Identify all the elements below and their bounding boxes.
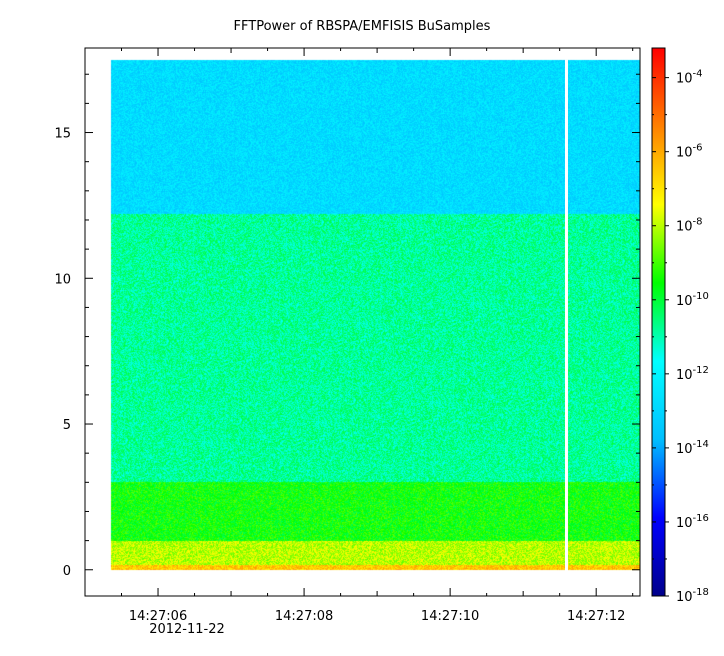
x-tick-label: 14:27:12 xyxy=(567,609,625,624)
colorbar-tick-label: 10-12 xyxy=(676,365,709,383)
y-tick-label: 0 xyxy=(63,564,71,579)
y-tick-label: 15 xyxy=(54,127,71,142)
colorbar-gradient xyxy=(651,47,666,597)
x-tick-label: 14:27:08 xyxy=(275,609,333,624)
x-date-label: 2012-11-22 xyxy=(149,622,225,637)
y-axis: 0 5 10 15 xyxy=(54,73,640,579)
colorbar-ticks: 10-4 10-6 10-8 10-10 10-12 10-14 10-16 10-18 xyxy=(652,69,709,605)
colorbar-tick-label: 10-14 xyxy=(676,439,709,457)
x-axis: 14:27:06 14:27:08 14:27:10 14:27:12 xyxy=(121,48,634,624)
colorbar-tick-label: 10-6 xyxy=(676,143,703,161)
spectrogram-image xyxy=(85,48,640,596)
plot-area xyxy=(84,47,641,597)
colorbar: 10-4 10-6 10-8 10-10 10-12 10-14 10-16 10-18 xyxy=(651,47,709,605)
data-gap xyxy=(564,59,568,572)
colorbar-tick-label: 10-4 xyxy=(676,69,703,87)
colorbar-tick-label: 10-18 xyxy=(676,587,709,605)
y-tick-label: 10 xyxy=(54,272,71,287)
x-tick-label: 14:27:06 xyxy=(129,609,187,624)
colorbar-tick-label: 10-8 xyxy=(676,217,703,235)
chart-title: FFTPower of RBSPA/EMFISIS BuSamples xyxy=(234,19,491,34)
colorbar-tick-label: 10-16 xyxy=(676,513,709,531)
y-tick-label: 5 xyxy=(63,418,71,433)
x-tick-label: 14:27:10 xyxy=(421,609,479,624)
colorbar-tick-label: 10-10 xyxy=(676,291,709,309)
